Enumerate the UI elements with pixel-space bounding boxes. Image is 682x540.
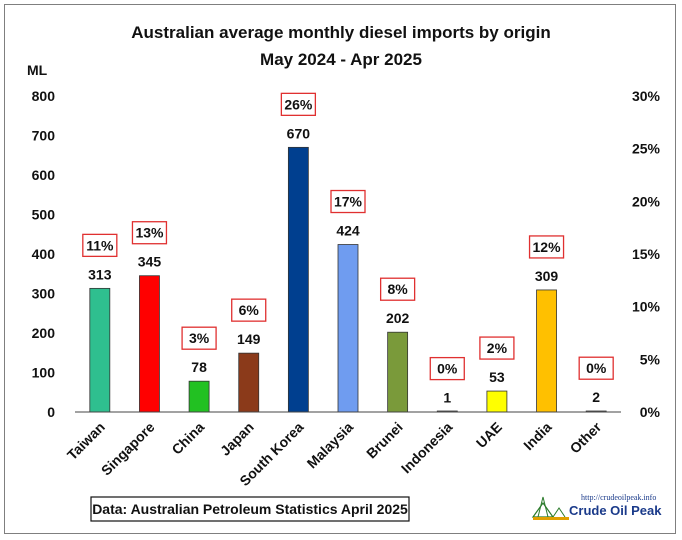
x-category-label: Indonesia — [398, 419, 456, 477]
share-label-box — [429, 356, 465, 381]
bar-value-label: 202 — [386, 310, 410, 326]
y-tick-label: 500 — [32, 207, 56, 223]
bar-value-label: 53 — [489, 369, 505, 385]
share-label: 8% — [388, 281, 409, 297]
x-category-label: China — [168, 419, 207, 458]
share-label-box — [578, 356, 614, 380]
x-category-label: Japan — [217, 419, 257, 459]
source-note: Data: Australian Petroleum Statistics Ap… — [92, 501, 408, 517]
y-tick-label: 800 — [32, 88, 56, 104]
bar — [139, 275, 160, 413]
bar-chart: Australian average monthly diesel import… — [27, 23, 662, 522]
chart-subtitle: May 2024 - Apr 2025 — [260, 50, 422, 69]
y-tick-label: 300 — [32, 286, 56, 302]
y2-tick-label: 15% — [632, 246, 661, 262]
share-label: 6% — [239, 302, 260, 318]
oil-derrick-icon — [531, 496, 569, 520]
share-label: 0% — [437, 361, 458, 377]
y2-tick-label: 20% — [632, 193, 661, 209]
bar-value-label: 424 — [336, 223, 360, 239]
y2-tick-label: 25% — [632, 141, 661, 157]
y-tick-label: 200 — [32, 325, 56, 341]
bar-value-label: 2 — [592, 389, 600, 405]
bar-value-label: 149 — [237, 331, 261, 347]
logo-url: http://crudeoilpeak.info — [581, 493, 656, 502]
x-category-label: Taiwan — [64, 419, 108, 463]
share-label-box — [131, 221, 168, 245]
y-tick-label: 400 — [32, 246, 56, 262]
share-label: 13% — [135, 225, 164, 241]
share-label-box — [330, 189, 366, 214]
x-category-label: Singapore — [98, 419, 158, 479]
bar-value-label: 78 — [191, 359, 207, 375]
x-category-label: UAE — [473, 419, 505, 451]
y2-tick-label: 0% — [640, 404, 661, 420]
y2-tick-label: 30% — [632, 88, 661, 104]
bar — [287, 146, 309, 413]
chart-title: Australian average monthly diesel import… — [131, 23, 550, 42]
bar-value-label: 309 — [535, 268, 559, 284]
x-category-label: Malaysia — [304, 419, 357, 472]
bar-value-label: 345 — [138, 254, 162, 270]
x-category-label: Other — [567, 418, 605, 456]
x-category-label: Brunei — [363, 419, 406, 462]
share-label-box — [82, 233, 118, 258]
bar-value-label: 670 — [287, 125, 311, 141]
share-label: 11% — [86, 237, 114, 253]
bar — [387, 331, 409, 413]
bar-value-label: 1 — [443, 390, 451, 406]
share-label-box — [231, 298, 267, 322]
y2-tick-label: 10% — [632, 299, 661, 315]
bar — [337, 244, 359, 413]
share-label-box — [280, 92, 317, 116]
x-category-label: India — [520, 419, 555, 454]
bar-value-label: 313 — [88, 266, 112, 282]
share-label-box — [528, 235, 565, 259]
bar — [238, 352, 260, 413]
y2-tick-label: 5% — [640, 351, 661, 367]
bar — [486, 390, 508, 413]
y-tick-label: 100 — [32, 365, 56, 381]
bar — [89, 287, 111, 413]
share-label: 3% — [189, 330, 210, 346]
share-label-box — [181, 326, 217, 350]
y-tick-label: 700 — [32, 128, 56, 144]
share-label: 2% — [487, 340, 508, 356]
bar — [536, 289, 557, 413]
share-label-box — [479, 336, 515, 360]
chart-frame: Australian average monthly diesel import… — [4, 4, 676, 534]
y-tick-label: 600 — [32, 167, 56, 183]
logo-name: Crude Oil Peak — [569, 503, 662, 518]
y-axis-unit: ML — [27, 62, 48, 78]
bar — [188, 380, 210, 413]
share-label-box — [379, 277, 416, 301]
y-tick-label: 0 — [47, 404, 55, 420]
share-label: 17% — [334, 194, 363, 210]
source-note-box — [90, 496, 410, 522]
crude-oil-peak-logo: http://crudeoilpeak.info Crude Oil Peak — [531, 493, 662, 520]
share-label: 12% — [533, 239, 562, 255]
share-label: 0% — [586, 360, 607, 376]
share-label: 26% — [284, 96, 313, 112]
